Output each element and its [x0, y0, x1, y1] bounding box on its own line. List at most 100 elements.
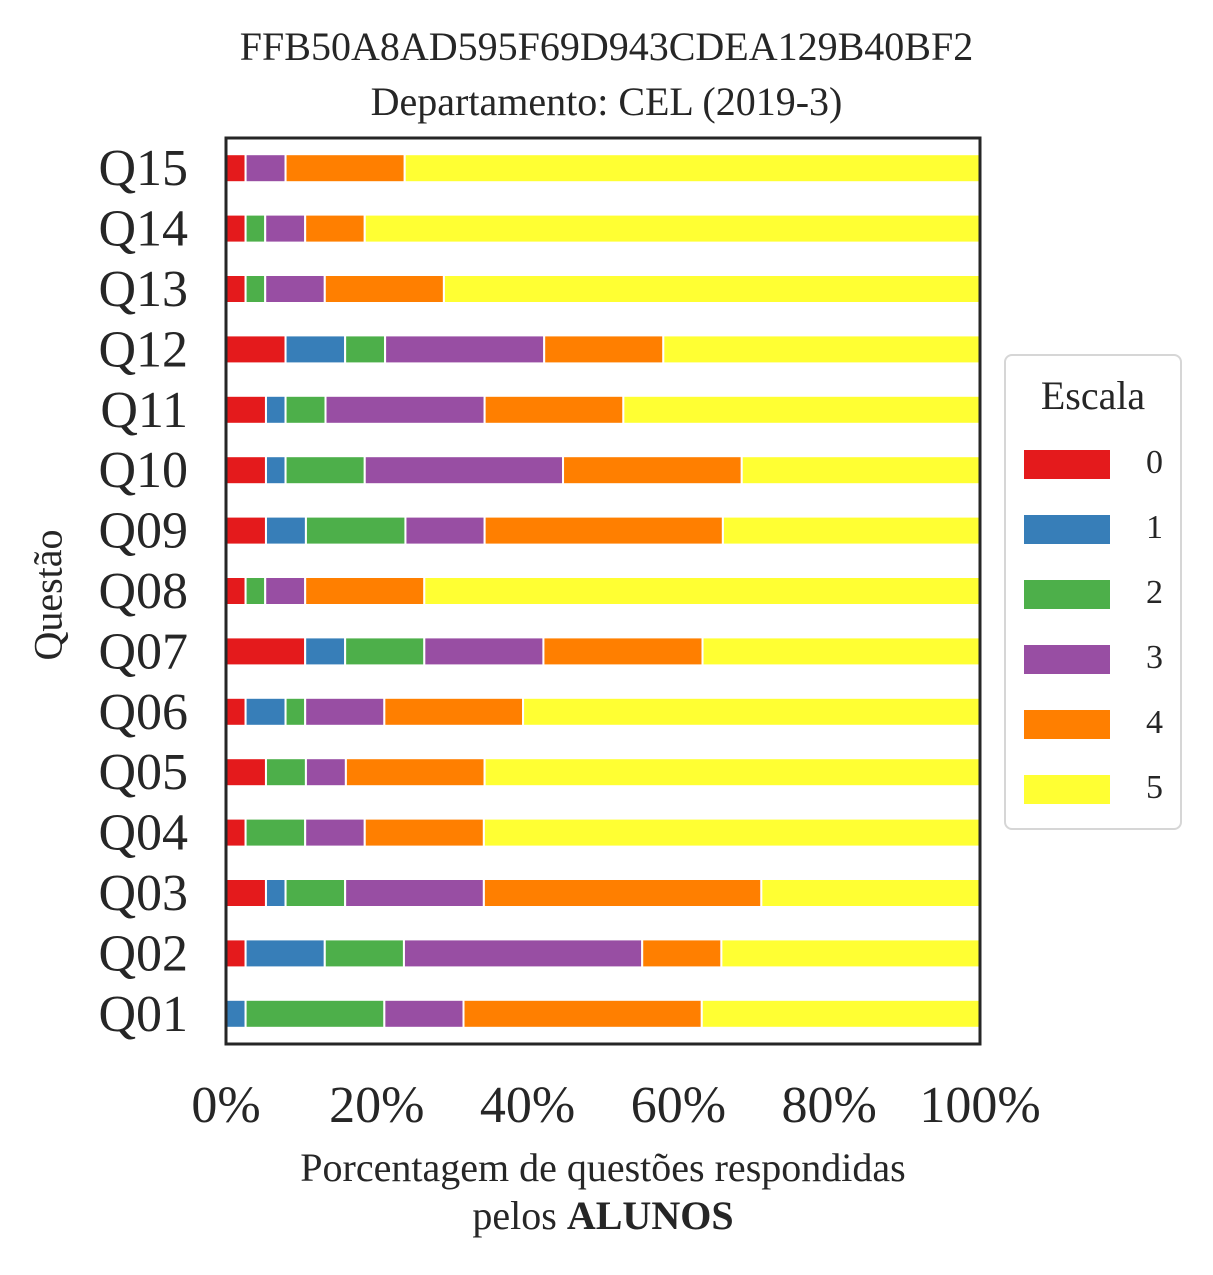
bar-q03-scale-3 — [344, 878, 485, 908]
bar-q06-scale-1 — [244, 696, 287, 727]
y-tick-label-q05: Q05 — [98, 744, 188, 801]
bar-q13-scale-3 — [264, 274, 326, 304]
bar-q05-scale-4 — [344, 757, 486, 788]
bar-q10-scale-2 — [284, 455, 366, 486]
bar-q02-scale-1 — [244, 938, 326, 969]
bar-q08-scale-2 — [244, 576, 267, 606]
x-axis-label-line1: Porcentagem de questões respondidas — [300, 1145, 906, 1190]
legend-swatch-1 — [1024, 515, 1110, 544]
bar-q14-scale-5 — [363, 213, 981, 244]
bar-q10-scale-3 — [363, 455, 565, 486]
bar-q04-scale-5 — [482, 817, 981, 848]
bar-q01-scale-2 — [244, 998, 386, 1029]
bar-q02-scale-4 — [641, 938, 723, 969]
bar-q05-scale-5 — [483, 757, 981, 788]
bar-q03-scale-2 — [284, 878, 347, 908]
bar-q09-scale-3 — [404, 515, 486, 546]
x-tick-label-4: 80% — [782, 1077, 877, 1134]
y-tick-label-q14: Q14 — [98, 201, 188, 258]
bar-q12-scale-0 — [225, 334, 287, 365]
legend-label-0: 0 — [1146, 444, 1163, 481]
x-tick-label-2: 40% — [480, 1077, 575, 1134]
bar-q01-scale-1 — [225, 998, 247, 1029]
bar-q07-scale-2 — [344, 636, 426, 667]
bar-q01-scale-4 — [462, 998, 703, 1029]
bar-q06-scale-5 — [522, 696, 981, 727]
x-tick-label-3: 60% — [631, 1077, 726, 1134]
bar-q09-scale-4 — [483, 515, 724, 546]
bar-q06-scale-4 — [383, 696, 525, 727]
x-axis-label-prefix: pelos — [472, 1193, 567, 1238]
legend-label-1: 1 — [1146, 509, 1163, 546]
bar-q01-scale-3 — [383, 998, 465, 1029]
bar-q09-scale-2 — [304, 515, 407, 546]
bars-group — [225, 153, 982, 1029]
bar-q03-scale-5 — [760, 878, 982, 908]
legend-swatch-5 — [1024, 775, 1110, 804]
legend-item-4: 4 — [1024, 704, 1174, 741]
legend-swatch-0 — [1024, 450, 1110, 479]
bar-q02-scale-0 — [225, 938, 247, 969]
bar-q09-scale-1 — [264, 515, 307, 546]
bar-q05-scale-0 — [225, 757, 267, 788]
bar-q05-scale-3 — [304, 757, 347, 788]
chart-subtitle: Departamento: CEL (2019-3) — [370, 79, 843, 124]
chart-title: FFB50A8AD595F69D943CDEA129B40BF2 — [239, 24, 974, 69]
bar-q07-scale-5 — [701, 636, 981, 667]
y-tick-label-q15: Q15 — [98, 140, 188, 197]
bar-q03-scale-4 — [482, 878, 763, 908]
y-tick-label-q02: Q02 — [98, 925, 188, 982]
bar-q13-scale-0 — [225, 274, 247, 304]
y-tick-label-q13: Q13 — [98, 261, 188, 318]
bar-q11-scale-0 — [225, 394, 267, 425]
legend-item-0: 0 — [1024, 444, 1174, 481]
y-tick-label-q09: Q09 — [98, 503, 188, 560]
legend-item-2: 2 — [1024, 574, 1174, 611]
bar-q14-scale-3 — [264, 213, 307, 244]
bar-q09-scale-5 — [721, 515, 981, 546]
plot-frame — [224, 136, 982, 1046]
bar-q07-scale-0 — [225, 636, 307, 667]
legend-swatch-2 — [1024, 580, 1110, 609]
x-axis-label: Porcentagem de questões respondidas pelo… — [226, 1144, 980, 1240]
bar-q11-scale-3 — [324, 394, 486, 425]
y-axis-label: Questão — [25, 529, 71, 661]
bar-q07-scale-3 — [423, 636, 545, 667]
bar-q13-scale-2 — [244, 274, 267, 304]
bar-q12-scale-5 — [662, 334, 981, 365]
bar-q14-scale-2 — [244, 213, 267, 244]
legend-item-5: 5 — [1024, 769, 1174, 806]
bar-q05-scale-2 — [264, 757, 307, 788]
y-tick-label-q04: Q04 — [98, 805, 188, 862]
bar-q06-scale-3 — [304, 696, 386, 727]
bar-q02-scale-5 — [720, 938, 981, 969]
bar-q04-scale-3 — [304, 817, 366, 848]
bar-q02-scale-3 — [402, 938, 644, 969]
bar-q08-scale-0 — [225, 576, 247, 606]
bar-q12-scale-3 — [384, 334, 546, 365]
y-tick-label-q06: Q06 — [98, 684, 188, 741]
bar-q09-scale-0 — [225, 515, 267, 546]
bar-q07-scale-4 — [542, 636, 704, 667]
legend-label-5: 5 — [1146, 769, 1163, 806]
bar-q10-scale-1 — [264, 455, 287, 486]
bar-q10-scale-4 — [562, 455, 743, 486]
bar-q13-scale-5 — [442, 274, 981, 304]
legend-item-1: 1 — [1024, 509, 1174, 546]
bar-q10-scale-5 — [740, 455, 982, 486]
bar-q14-scale-4 — [304, 213, 366, 244]
bar-q15-scale-4 — [284, 153, 406, 184]
legend-label-3: 3 — [1146, 639, 1163, 676]
bar-q04-scale-4 — [363, 817, 485, 848]
y-tick-label-q10: Q10 — [98, 442, 188, 499]
bar-q03-scale-1 — [264, 878, 287, 908]
bar-q14-scale-0 — [225, 213, 247, 244]
bar-q15-scale-3 — [244, 153, 287, 184]
bar-q07-scale-1 — [304, 636, 347, 667]
legend-title: Escala — [1040, 373, 1146, 418]
y-tick-label-q12: Q12 — [98, 321, 188, 378]
x-axis-label-line2: pelos ALUNOS — [226, 1192, 980, 1240]
bar-q08-scale-3 — [264, 576, 307, 606]
bar-q04-scale-0 — [225, 817, 247, 848]
